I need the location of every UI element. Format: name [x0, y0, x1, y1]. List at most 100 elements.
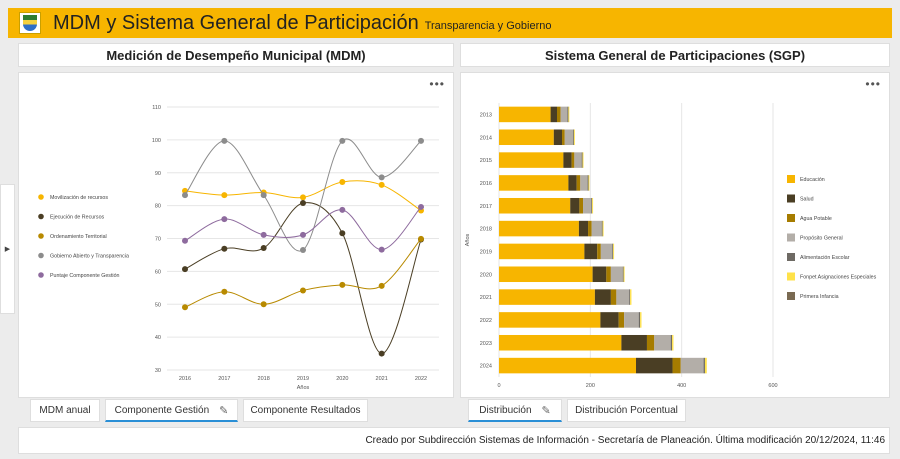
bar-segment	[638, 312, 641, 328]
legend-swatch	[787, 214, 795, 222]
more-horizontal-icon[interactable]: •••	[429, 77, 445, 91]
data-point	[300, 199, 306, 206]
legend-label: Ejecución de Recursos	[50, 215, 105, 221]
bar-segment	[587, 175, 589, 191]
bar-segment	[573, 129, 575, 146]
bar-segment	[550, 106, 557, 123]
data-point	[260, 245, 267, 252]
data-point	[339, 230, 346, 237]
bar-segment	[623, 266, 625, 283]
mdm-chart-card: ••• 30 40 50 60 70 80 90 100 110 2016 2017 2018 2019…	[18, 72, 454, 398]
x-tick-label: 2022	[415, 376, 427, 382]
data-point	[221, 288, 228, 295]
legend-swatch	[38, 194, 44, 200]
sidebar-toggle[interactable]: ▶	[0, 184, 15, 314]
y-tick-label: 80	[155, 204, 161, 210]
data-point	[260, 231, 267, 238]
bar-segment	[588, 175, 590, 191]
bar-segment	[499, 197, 571, 214]
tab-distribucion-porcentual[interactable]: Distribución Porcentual	[567, 399, 686, 422]
legend-label: Educación	[800, 177, 825, 183]
legend-swatch	[38, 233, 44, 239]
bar-segment	[588, 220, 592, 237]
bar-segment	[624, 312, 639, 328]
bar-segment	[499, 243, 585, 260]
x-tick-label: 2018	[258, 376, 270, 382]
bar-segment	[567, 106, 569, 123]
legend-swatch	[787, 253, 795, 261]
data-point	[378, 174, 385, 181]
bar-segment	[578, 220, 589, 237]
pencil-icon[interactable]: ✎	[219, 404, 229, 417]
page-subtitle: Transparencia y Gobierno	[424, 20, 552, 32]
data-point	[300, 247, 306, 254]
bar-segment	[594, 289, 611, 305]
bar-segment	[568, 106, 570, 123]
bar-segment	[556, 106, 561, 123]
bar-segment	[616, 289, 630, 305]
tab-componente-gestion[interactable]: Componente Gestión ✎	[105, 399, 238, 422]
x-axis-title: Años	[297, 385, 310, 391]
bar-segment	[553, 129, 563, 146]
bar-segment	[568, 175, 577, 191]
bar-segment	[602, 220, 604, 237]
bar-segment	[646, 334, 655, 351]
y-tick-label: 2014	[480, 135, 492, 141]
bar-segment	[499, 334, 622, 351]
tab-componente-resultados[interactable]: Componente Resultados	[243, 399, 368, 422]
y-tick-label: 2024	[480, 364, 492, 370]
bar-segment	[574, 152, 582, 168]
y-tick-label: 90	[155, 171, 161, 177]
bar-segment	[606, 266, 611, 283]
y-tick-label: 100	[152, 138, 161, 144]
data-point	[182, 192, 188, 199]
data-point	[300, 287, 306, 294]
data-point	[339, 137, 346, 144]
y-tick-label: 2023	[480, 341, 492, 347]
data-point	[221, 137, 228, 144]
bar-segment	[622, 266, 624, 283]
y-tick-label: 2021	[480, 295, 492, 301]
more-horizontal-icon[interactable]: •••	[865, 77, 881, 91]
bar-segment	[610, 289, 617, 305]
bar-segment	[499, 106, 551, 123]
pencil-icon[interactable]: ✎	[541, 404, 551, 417]
y-tick-label: 70	[155, 237, 161, 243]
bar-segment	[654, 334, 671, 351]
x-tick-label: 2021	[376, 376, 388, 382]
y-tick-label: 50	[155, 302, 161, 308]
x-tick-label: 0	[497, 383, 500, 389]
legend-swatch	[787, 292, 795, 300]
tab-distribucion[interactable]: Distribución ✎	[468, 399, 562, 422]
bar-segment	[499, 357, 636, 374]
bar-segment	[612, 243, 614, 260]
page-title: MDM y Sistema General de Participación	[53, 11, 419, 34]
data-point	[378, 246, 385, 253]
tab-mdm-anual[interactable]: MDM anual	[30, 399, 100, 422]
x-tick-label: 600	[768, 383, 777, 389]
bar-segment	[672, 357, 681, 374]
tab-label: MDM anual	[39, 405, 91, 416]
bar-segment	[703, 357, 705, 374]
data-point	[339, 206, 346, 213]
y-tick-label: 2017	[480, 204, 492, 210]
bar-segment	[580, 175, 588, 191]
y-tick-label: 2015	[480, 158, 492, 164]
legend-label: Ordenamiento Territorial	[50, 234, 107, 240]
tab-label: Distribución	[479, 404, 532, 416]
x-tick-label: 2020	[336, 376, 348, 382]
bar-segment	[581, 152, 583, 168]
data-point	[418, 137, 424, 144]
mdm-line-chart: 30 40 50 60 70 80 90 100 110 2016 2017 2018 2019 2020…	[38, 105, 439, 391]
bar-segment	[499, 175, 569, 191]
legend-label: Puntaje Componente Gestión	[50, 273, 120, 279]
y-tick-label: 2013	[480, 112, 492, 118]
data-point	[260, 301, 267, 308]
data-point	[182, 304, 188, 311]
data-point	[339, 178, 346, 185]
data-point	[221, 192, 228, 199]
tab-label: Distribución Porcentual	[575, 405, 678, 416]
data-point	[221, 216, 228, 223]
bar-segment	[564, 129, 573, 146]
legend-swatch	[787, 233, 795, 242]
